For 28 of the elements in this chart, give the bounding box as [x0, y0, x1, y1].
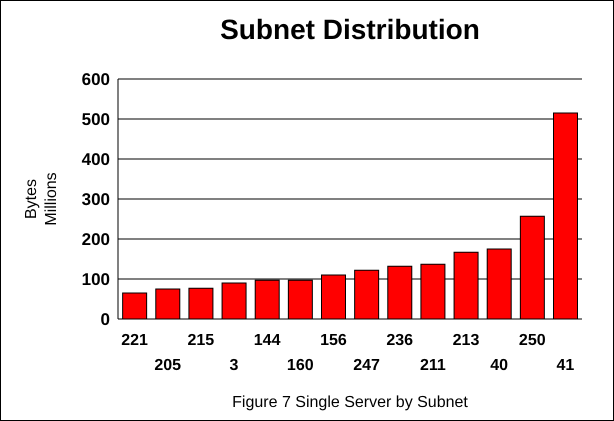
bar	[188, 288, 214, 319]
chart-title: Subnet Distribution	[219, 14, 481, 46]
y-tick-label: 300	[82, 190, 110, 210]
x-tick-label: 236	[386, 332, 414, 349]
x-tick-label: 250	[518, 332, 546, 349]
y-axis-title: Bytes Millions	[23, 172, 60, 226]
y-tick-label: 500	[82, 110, 110, 130]
x-tick-label: 40	[490, 357, 508, 374]
x-tick-label: 247	[353, 357, 380, 374]
bar	[222, 282, 247, 319]
y-tick-label: 600	[82, 70, 110, 90]
x-tick-label: 213	[452, 332, 480, 349]
bar	[122, 292, 148, 319]
x-tick-label: 221	[121, 332, 148, 349]
x-tick-label: 215	[188, 332, 214, 349]
x-tick-label: 160	[286, 357, 314, 374]
x-tick-label: 205	[154, 357, 182, 374]
x-tick-label: 41	[556, 357, 574, 374]
y-tick-label: 100	[82, 270, 110, 290]
y-tick-label: 0	[100, 310, 110, 330]
y-tick-label: 200	[82, 230, 110, 250]
x-tick-label: 144	[254, 332, 281, 349]
x-tick-label: 211	[420, 357, 446, 374]
x-tick-label: 156	[320, 332, 347, 349]
x-axis-title: Figure 7 Single Server by Subnet	[232, 394, 468, 411]
x-tick-label: 3	[230, 357, 239, 374]
y-tick-label: 400	[82, 150, 110, 170]
bar	[155, 288, 180, 319]
